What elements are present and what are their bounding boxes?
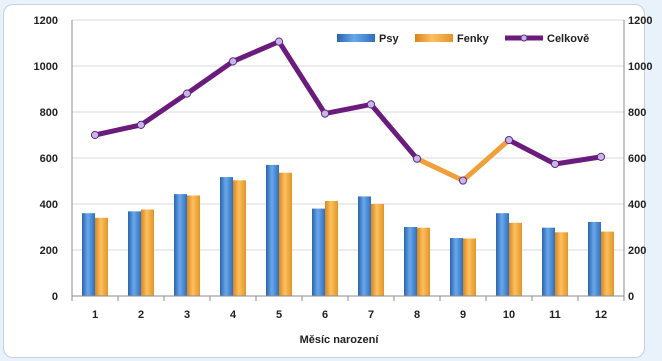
x-tick-label: 10 (503, 309, 515, 321)
bar-fenky (187, 195, 200, 296)
bar-psy (496, 213, 509, 296)
bar-fenky (509, 222, 522, 296)
x-tick-label: 2 (138, 309, 144, 321)
bar-fenky (371, 204, 384, 296)
y2-tick-label: 600 (628, 153, 646, 165)
line-point (90, 130, 100, 140)
bar-psy (128, 211, 141, 296)
line-point (320, 109, 330, 118)
line-point (182, 89, 192, 98)
bar-fenky (601, 231, 614, 296)
y-tick-label: 1200 (34, 15, 58, 27)
bar-fenky (141, 209, 154, 296)
line-point (504, 135, 514, 145)
line-point (412, 154, 422, 163)
line-point (596, 152, 606, 161)
line-segment (506, 137, 558, 167)
bar-psy (266, 164, 279, 296)
y2-tick-label: 1000 (628, 61, 652, 73)
line-segment (138, 91, 190, 128)
legend: Psy Fenky Celkově (337, 33, 589, 45)
line-segment (92, 122, 144, 138)
bar-fenky (463, 238, 476, 296)
line-segment (414, 156, 466, 184)
bars (82, 164, 614, 296)
line-point (366, 100, 376, 109)
line-segment (368, 101, 420, 162)
bar-psy (450, 238, 463, 296)
y-tick-label: 600 (40, 153, 58, 165)
y-tick-label: 0 (52, 291, 58, 303)
y-tick-label: 400 (40, 199, 58, 211)
bar-psy (404, 227, 417, 296)
bar-fenky (233, 180, 246, 296)
legend-swatch-fenky (415, 34, 453, 42)
y2-tick-label: 800 (628, 107, 646, 119)
x-tick-label: 8 (414, 309, 420, 321)
y-tick-label: 1000 (34, 61, 58, 73)
line-segment (276, 39, 328, 117)
legend-swatch-psy (337, 34, 375, 42)
legend-label-celkove: Celkově (547, 33, 589, 45)
bar-psy (82, 213, 95, 296)
bar-fenky (555, 232, 568, 296)
bar-psy (358, 196, 371, 296)
bar-psy (588, 221, 601, 296)
y-tick-label: 200 (40, 245, 58, 257)
y2-tick-label: 1200 (628, 15, 652, 27)
chart-frame (3, 4, 645, 358)
x-tick-label: 12 (595, 309, 607, 321)
line-segment (230, 39, 282, 64)
line-point (228, 57, 238, 66)
y2-tick-label: 400 (628, 199, 646, 211)
x-tick-label: 9 (460, 309, 466, 321)
bar-fenky (279, 172, 292, 296)
y2-tick-label: 200 (628, 245, 646, 257)
bar-psy (220, 177, 233, 296)
line-point (274, 37, 284, 46)
y2-tick-label: 0 (628, 291, 634, 303)
line-segment (322, 101, 374, 117)
bar-fenky (325, 201, 338, 296)
legend-label-fenky: Fenky (457, 33, 490, 45)
line-point (458, 176, 468, 185)
line-point (550, 159, 560, 169)
total-line (90, 37, 606, 185)
x-tick-label: 5 (276, 309, 282, 321)
x-tick-label: 1 (92, 309, 98, 321)
line-segment (552, 154, 604, 167)
legend-marker-celkove (520, 34, 528, 42)
x-tick-label: 4 (230, 309, 237, 321)
x-tick-label: 7 (368, 309, 374, 321)
x-tick-label: 6 (322, 309, 328, 321)
y-tick-label: 800 (40, 107, 58, 119)
x-tick-label: 11 (549, 309, 561, 321)
bar-psy (312, 208, 325, 296)
bar-psy (174, 194, 187, 296)
bar-fenky (95, 217, 108, 296)
line-segment (184, 58, 236, 97)
legend-label-psy: Psy (379, 33, 399, 45)
line-point (136, 120, 146, 129)
bar-psy (542, 227, 555, 296)
axes: 0200400600800100012000200400600800100012… (34, 15, 653, 321)
x-tick-label: 3 (184, 309, 190, 321)
x-axis-title: Měsíc narození (300, 334, 380, 346)
bar-fenky (417, 227, 430, 296)
line-segment (460, 137, 512, 184)
